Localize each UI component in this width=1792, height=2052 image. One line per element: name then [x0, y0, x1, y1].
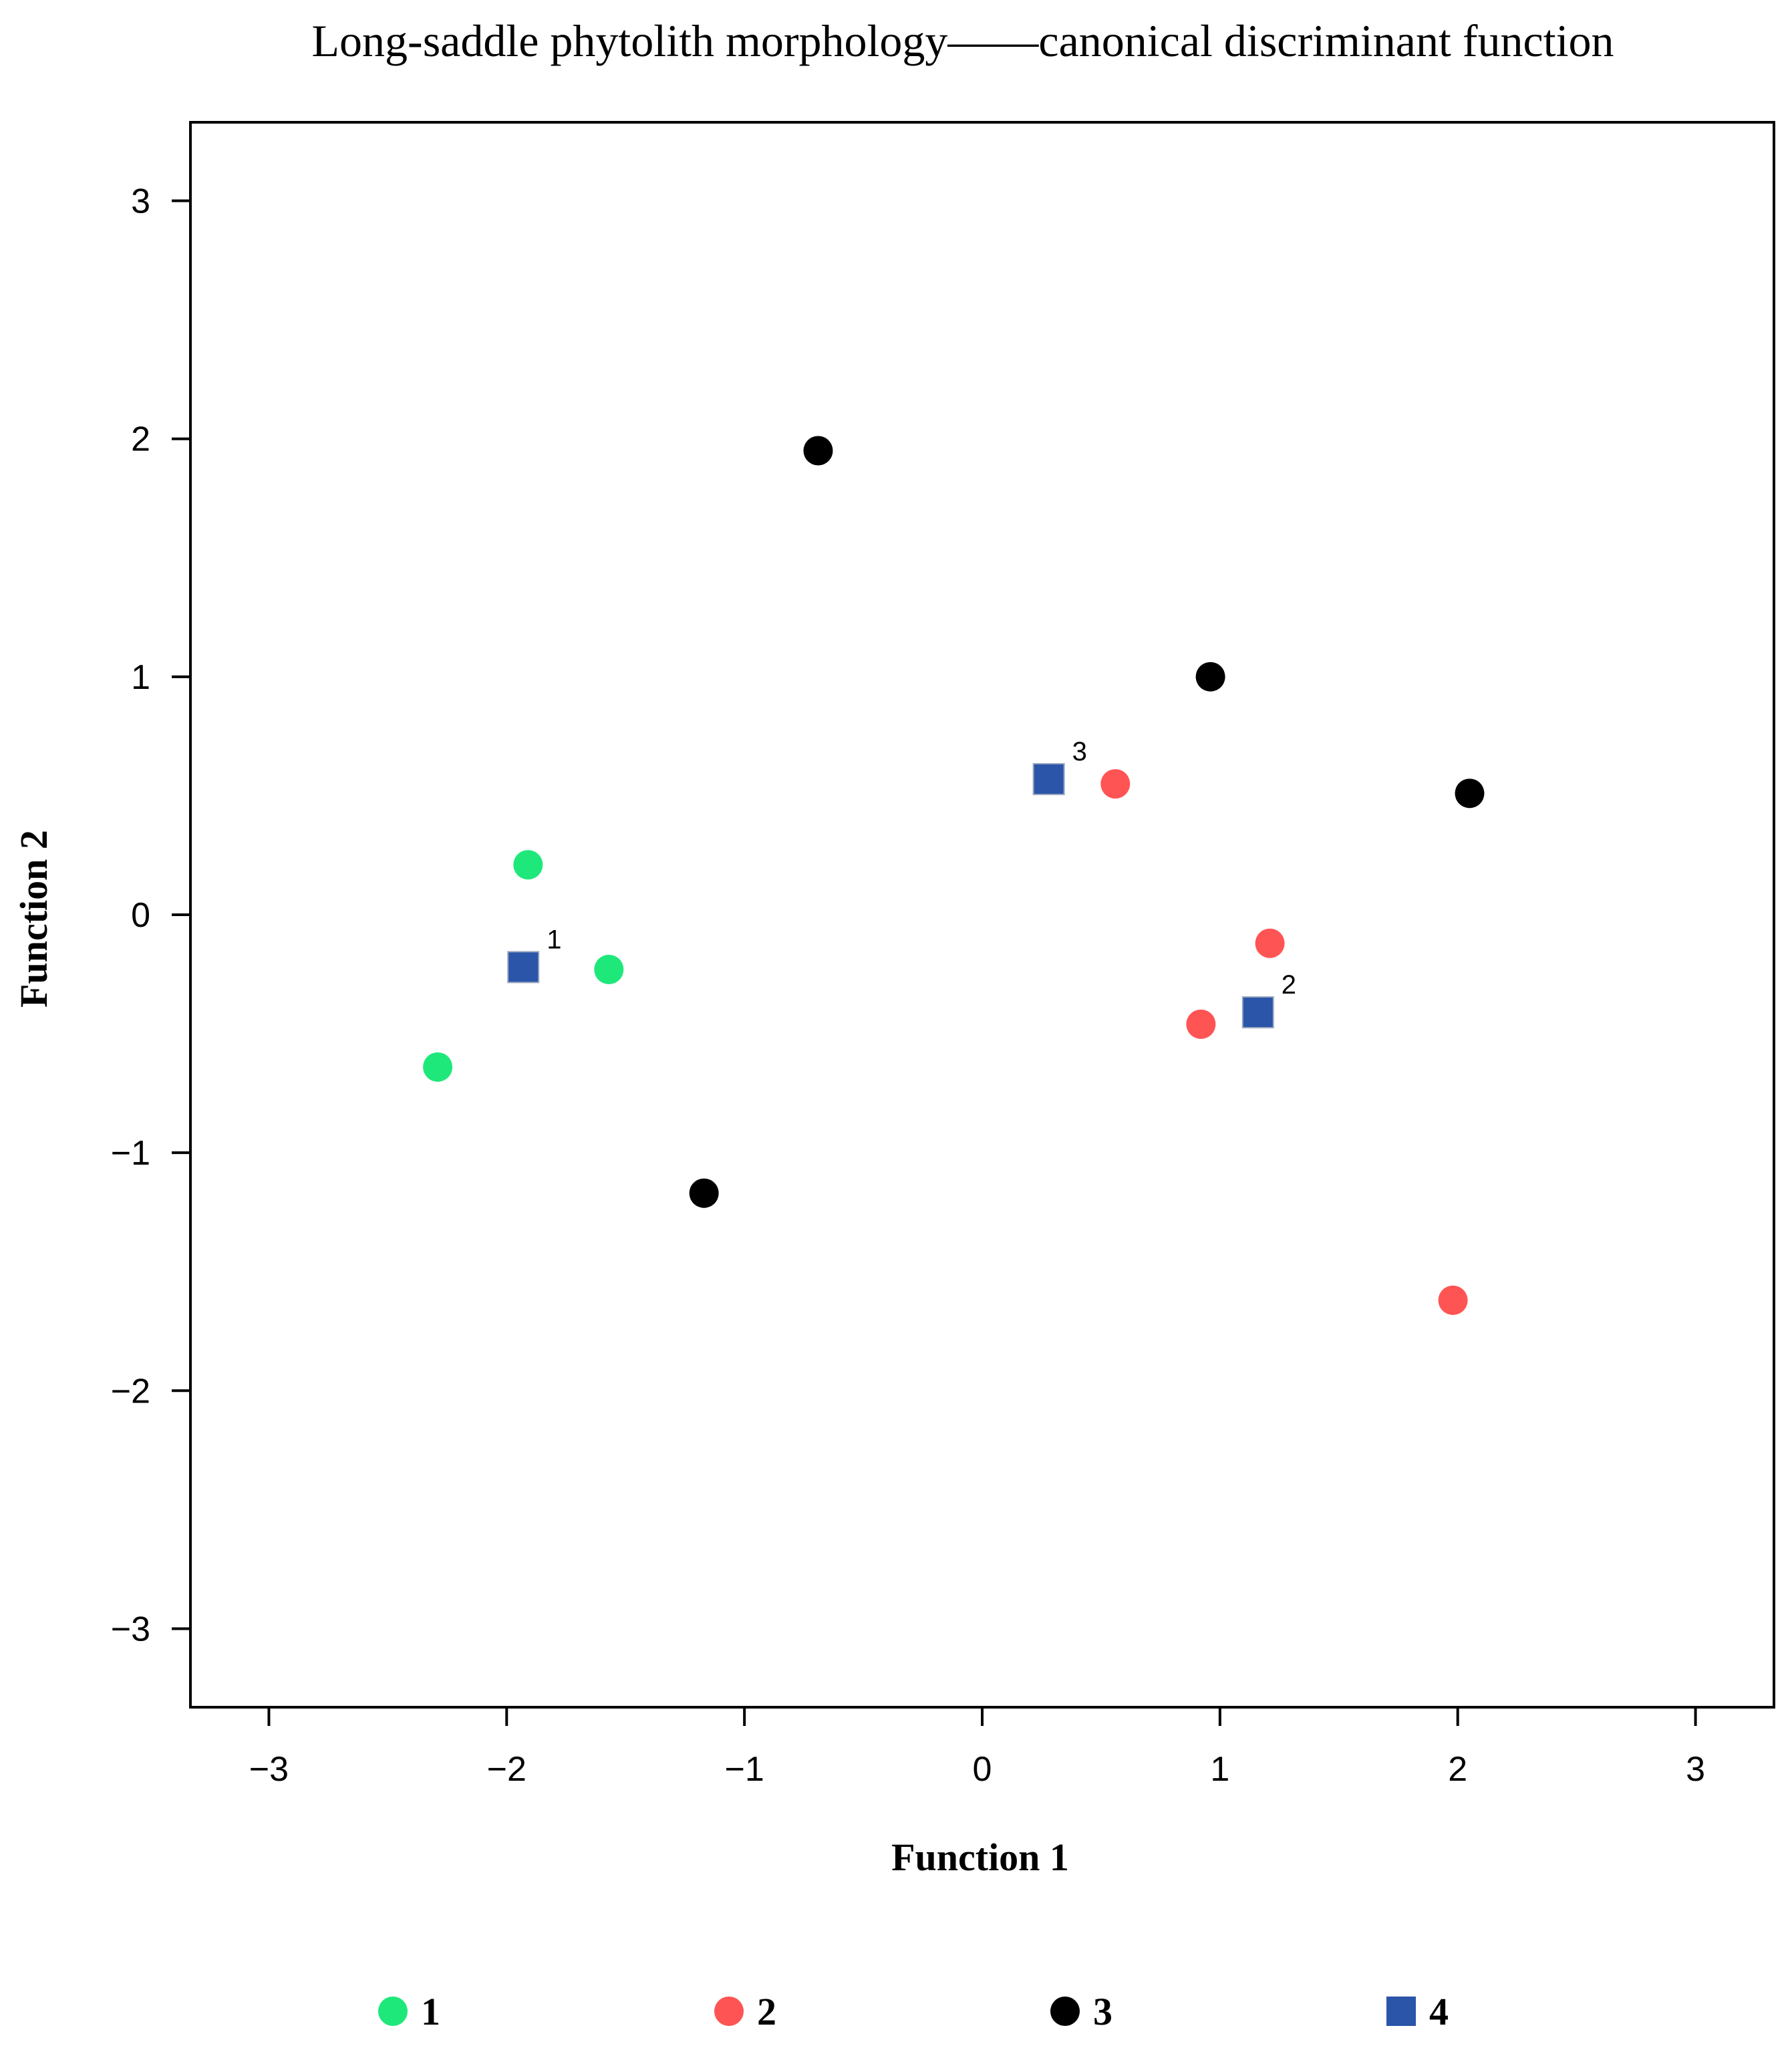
- legend-item: 3: [1050, 1990, 1112, 2033]
- scatter-point: [803, 436, 833, 466]
- centroid-label: 2: [1282, 970, 1296, 1000]
- y-tick-label: 2: [131, 420, 150, 459]
- chart-title: Long-saddle phytolith morphology——canoni…: [312, 15, 1614, 66]
- scatter-point: [1100, 769, 1131, 799]
- x-tick-label: −3: [249, 1750, 289, 1789]
- y-tick-label: 3: [131, 182, 150, 221]
- data-points: 1 2 3: [423, 436, 1485, 1315]
- legend-marker: [1386, 1997, 1416, 2026]
- centroid-point: [1032, 762, 1065, 795]
- x-tick-label: −1: [724, 1750, 764, 1789]
- y-tick-label: 1: [131, 658, 150, 697]
- x-tick-label: −2: [487, 1750, 527, 1789]
- y-axis-ticks: −3 −2 −1 0 1 2 3: [111, 182, 190, 1648]
- y-tick-label: −3: [111, 1610, 150, 1648]
- y-axis-label: Function 2: [12, 830, 55, 1008]
- centroid-label: 1: [547, 925, 561, 954]
- scatter-point: [1455, 778, 1485, 809]
- centroid-point: [507, 951, 540, 984]
- legend: 1 2 3 4: [378, 1990, 1449, 2033]
- centroid-point: [1241, 996, 1274, 1029]
- centroid-label: 3: [1072, 737, 1087, 766]
- series-3: [689, 436, 1485, 1208]
- scatter-point: [689, 1178, 719, 1208]
- scatter-point: [423, 1052, 453, 1082]
- legend-marker: [378, 1997, 408, 2026]
- scatter-point: [1438, 1285, 1468, 1315]
- legend-item: 2: [714, 1990, 776, 2033]
- legend-item: 4: [1386, 1990, 1449, 2033]
- x-tick-label: 0: [973, 1750, 992, 1789]
- series-2: [1100, 769, 1468, 1315]
- legend-label: 3: [1093, 1990, 1112, 2033]
- legend-marker: [1050, 1997, 1080, 2026]
- legend-label: 4: [1429, 1990, 1449, 2033]
- x-tick-label: 3: [1686, 1750, 1705, 1789]
- x-tick-label: 2: [1448, 1750, 1467, 1789]
- y-tick-label: −1: [111, 1134, 150, 1173]
- legend-label: 2: [757, 1990, 776, 2033]
- legend-marker: [714, 1997, 744, 2026]
- x-axis-ticks: −3 −2 −1 0 1 2 3: [249, 1707, 1705, 1789]
- scatter-point: [513, 850, 543, 880]
- x-tick-label: 1: [1210, 1750, 1229, 1789]
- scatter-point: [594, 954, 624, 984]
- y-tick-label: −2: [111, 1372, 150, 1411]
- series-1: [423, 850, 624, 1082]
- legend-label: 1: [421, 1990, 440, 2033]
- y-tick-label: 0: [131, 896, 150, 935]
- scatter-point: [1195, 662, 1225, 692]
- x-axis-label: Function 1: [891, 1836, 1069, 1879]
- scatter-point: [1255, 928, 1285, 958]
- series-4: 1 2 3: [507, 737, 1296, 1029]
- legend-item: 1: [378, 1990, 440, 2033]
- scatter-point: [1186, 1009, 1216, 1039]
